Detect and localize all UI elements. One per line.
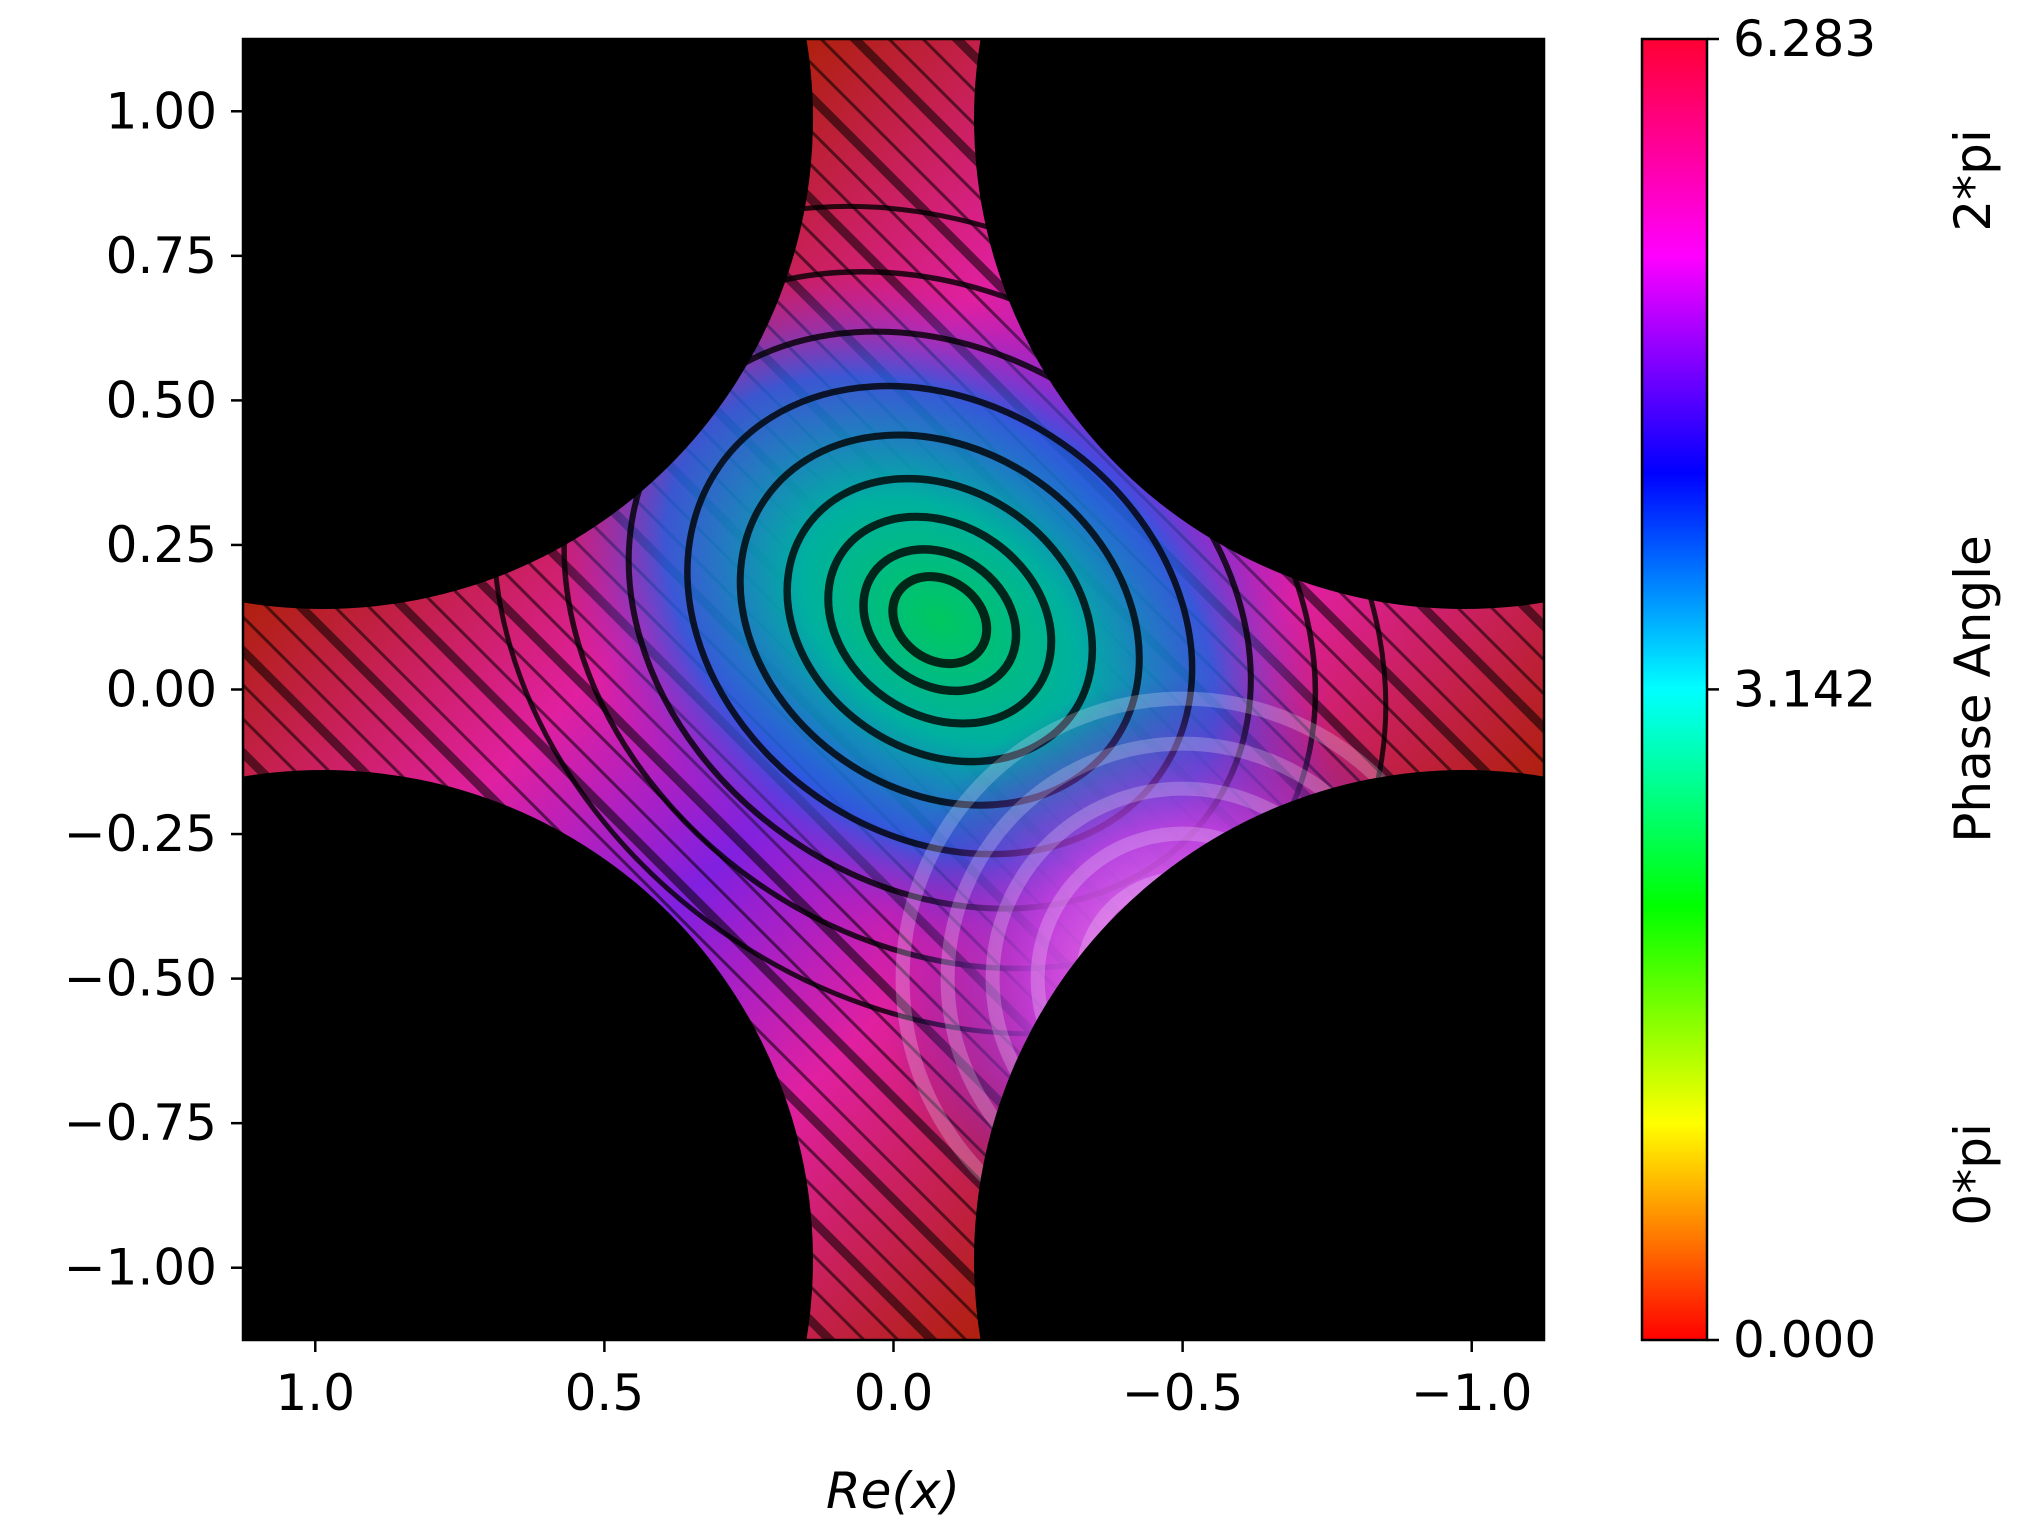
colorbar: 0.000 3.142 6.283 Phase Angle 0*pi 2*pi [1640, 10, 2002, 1369]
zero-region [974, 770, 1544, 1340]
contour-ring [824, 512, 1056, 728]
y-tick-label: −0.50 [64, 950, 217, 1008]
y-tick-label: 1.00 [106, 82, 217, 140]
band-stripe [0, 0, 1332, 1532]
colorbar-label: Phase Angle [1944, 535, 2002, 842]
zero-region [243, 39, 813, 609]
band-stripe [0, 0, 1604, 1532]
band-stripe [0, 0, 1536, 1532]
colorbar-tick-label: 0.000 [1733, 1311, 1876, 1369]
colorbar-gradient [1640, 37, 1709, 1342]
x-tick-label: −0.5 [1122, 1364, 1243, 1422]
colorbar-side-labels: 0*pi 2*pi [1944, 129, 2002, 1225]
band-stripe [848, 39, 1544, 735]
colorbar-tick-label: 6.283 [1733, 10, 1876, 68]
contour-ring [888, 572, 992, 669]
band-stripe [682, 39, 1544, 901]
band-stripe [0, 0, 1298, 1532]
x-tick-label: 0.0 [854, 1364, 934, 1422]
colorbar-tick-label: 3.142 [1733, 660, 1876, 718]
band-stripe [0, 0, 1502, 1532]
y-tick-label: 0.00 [106, 661, 217, 719]
zero-regions [0, 0, 1954, 1532]
band-stripe [0, 0, 1570, 1532]
y-tick-label: 0.50 [106, 371, 217, 429]
x-axis-ticks: 1.0 0.5 0.0 −0.5 −1.0 [276, 1340, 1532, 1422]
band-stripe [0, 0, 1400, 1532]
x-tick-label: 1.0 [276, 1364, 356, 1422]
band-stripe [746, 39, 1544, 837]
y-tick-label: −0.75 [64, 1094, 217, 1152]
band-stripe [784, 39, 1544, 799]
y-tick-label: −0.25 [64, 805, 217, 863]
band-stripe [0, 0, 1468, 1532]
band-stripe [886, 39, 1544, 697]
colorbar-side-label: 0*pi [1944, 1123, 2002, 1225]
band-stripe [0, 0, 1366, 1532]
colorbar-ticks: 0.000 3.142 6.283 [1707, 10, 1876, 1369]
band-stripe [0, 0, 1638, 1532]
y-tick-label: 0.25 [106, 516, 217, 574]
x-axis-label: Re(x) [826, 1462, 960, 1520]
band-stripe [818, 39, 1544, 765]
y-tick-label: 0.75 [106, 227, 217, 285]
x-tick-label: −1.0 [1411, 1364, 1532, 1422]
band-stripe [0, 0, 1434, 1532]
zero-region [974, 39, 1544, 609]
x-tick-label: 0.5 [565, 1364, 645, 1422]
y-axis-ticks: −1.00 −0.75 −0.50 −0.25 0.00 0.25 0.50 0.75 1.00 [64, 82, 243, 1297]
contour-ring [859, 545, 1021, 696]
zero-region [243, 770, 813, 1340]
band-stripe [716, 39, 1544, 867]
y-tick-label: −1.00 [64, 1239, 217, 1297]
colorbar-side-label: 2*pi [1944, 129, 2002, 231]
